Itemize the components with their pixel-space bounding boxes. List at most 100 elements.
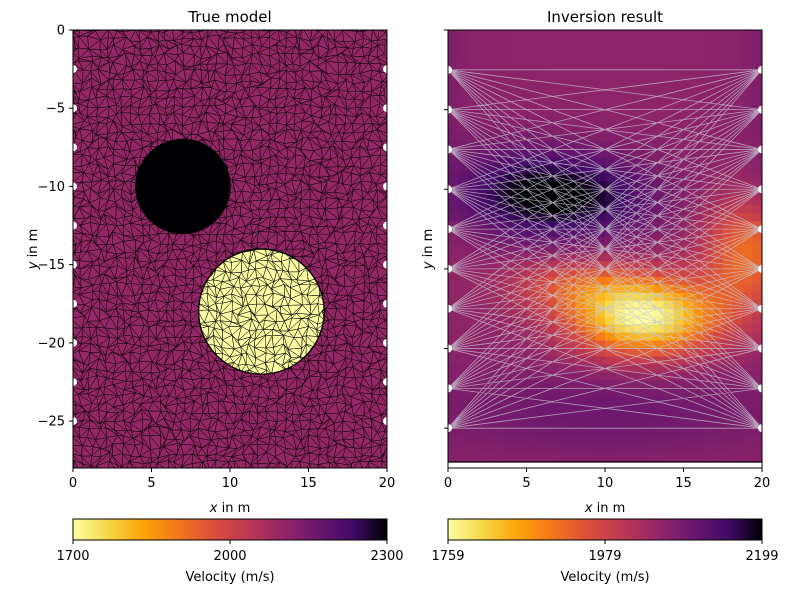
inversion-result-cell bbox=[565, 444, 577, 453]
inversion-result-cell bbox=[487, 69, 498, 79]
inversion-result-cell bbox=[673, 237, 685, 246]
true-model-colorbar-ticks: 1700 2000 2300 bbox=[56, 540, 404, 564]
inversion-result-cell bbox=[624, 340, 636, 350]
inversion-result-cell bbox=[497, 149, 508, 159]
inversion-result-cell bbox=[546, 30, 557, 39]
inversion-result-cell bbox=[654, 77, 665, 87]
inversion-result-cell bbox=[448, 77, 459, 87]
inversion-result-cell bbox=[457, 173, 469, 182]
inversion-result-cell bbox=[752, 133, 762, 143]
inversion-result-cell bbox=[595, 109, 606, 119]
inversion-result-cell bbox=[506, 173, 518, 182]
inversion-result-cell bbox=[516, 53, 528, 63]
inversion-result-cell bbox=[614, 197, 626, 206]
inversion-result-cell bbox=[595, 348, 606, 358]
inversion-result-cell bbox=[575, 53, 586, 63]
inversion-result-cell bbox=[712, 189, 724, 198]
inversion-result-cell bbox=[663, 356, 675, 366]
inversion-result-cell bbox=[575, 364, 586, 374]
inversion-result-cell bbox=[506, 388, 518, 397]
inversion-result-cell bbox=[457, 388, 469, 397]
inversion-result-cell bbox=[467, 292, 479, 302]
inversion-result-cell bbox=[654, 37, 665, 47]
inversion-result-cell bbox=[663, 181, 675, 190]
inversion-result-cell bbox=[693, 292, 704, 302]
inversion-result-cell bbox=[624, 460, 636, 462]
inversion-result-cell bbox=[467, 348, 479, 358]
inversion-result-cell bbox=[585, 53, 596, 63]
inversion-result-cell bbox=[624, 284, 636, 294]
inversion-result-cell bbox=[722, 380, 734, 389]
inversion-result-cell bbox=[722, 101, 734, 111]
inversion-result-cell bbox=[555, 380, 567, 389]
inversion-result-cell bbox=[516, 396, 528, 405]
inversion-result-cell bbox=[634, 93, 645, 103]
inversion-result-cell bbox=[516, 77, 528, 87]
inversion-result-cell bbox=[546, 364, 557, 374]
inversion-result-cell bbox=[732, 428, 743, 437]
inversion-result-cell bbox=[752, 404, 762, 413]
inversion-result-cell bbox=[614, 37, 626, 47]
inversion-result-cell bbox=[703, 109, 714, 119]
inversion-result-cell bbox=[467, 412, 479, 421]
inversion-result-cell bbox=[644, 380, 655, 389]
inversion-result-cell bbox=[546, 37, 557, 47]
inversion-result-cell bbox=[555, 452, 567, 461]
inversion-result-cell bbox=[448, 316, 459, 326]
inversion-result-cell bbox=[644, 197, 655, 206]
inversion-result-cell bbox=[624, 125, 636, 135]
inversion-result-cell bbox=[722, 85, 734, 95]
inversion-result-cell bbox=[477, 133, 488, 143]
inversion-result-cell bbox=[732, 30, 743, 39]
inversion-result-cell bbox=[546, 444, 557, 453]
inversion-result-cell bbox=[467, 53, 479, 63]
inversion-result-cell bbox=[722, 221, 734, 230]
inversion-result-cell bbox=[457, 205, 469, 214]
inversion-result-cell bbox=[712, 45, 724, 55]
inversion-result-colorbar-tick-label: 1759 bbox=[431, 549, 464, 564]
inversion-result-cell bbox=[555, 85, 567, 95]
inversion-result-cell bbox=[693, 30, 704, 39]
inversion-result-cell bbox=[477, 372, 488, 381]
inversion-result-cell bbox=[487, 45, 498, 55]
inversion-result-cell bbox=[614, 308, 626, 318]
inversion-result-cell bbox=[457, 37, 469, 47]
inversion-result-cell bbox=[732, 372, 743, 381]
inversion-result-cell bbox=[673, 444, 685, 453]
inversion-result-cell bbox=[585, 308, 596, 318]
true-model-x-label-var: x bbox=[209, 501, 218, 516]
inversion-result-cell bbox=[555, 77, 567, 87]
inversion-result-cell bbox=[487, 30, 498, 39]
inversion-result-cell bbox=[516, 380, 528, 389]
inversion-result-cell bbox=[575, 452, 586, 461]
inversion-result-cell bbox=[506, 268, 518, 278]
inversion-result-cell bbox=[448, 372, 459, 381]
inversion-result-cell bbox=[673, 45, 685, 55]
inversion-result-cell bbox=[506, 428, 518, 437]
inversion-result-cell bbox=[732, 125, 743, 135]
inversion-result-cell bbox=[722, 197, 734, 206]
inversion-result-cell bbox=[732, 324, 743, 334]
inversion-result-cell bbox=[605, 37, 616, 47]
inversion-result-cell bbox=[595, 332, 606, 342]
inversion-result-cell bbox=[673, 85, 685, 95]
inversion-result-cell bbox=[732, 460, 743, 462]
inversion-result-cell bbox=[605, 316, 616, 326]
inversion-result-cell bbox=[644, 30, 655, 39]
inversion-result-cell bbox=[546, 77, 557, 87]
inversion-result-cell bbox=[565, 245, 577, 254]
inversion-result-cell bbox=[555, 149, 567, 159]
inversion-result-cell bbox=[497, 388, 508, 397]
inversion-result-cell bbox=[605, 173, 616, 182]
inversion-result-cell bbox=[722, 364, 734, 374]
inversion-result-cell bbox=[585, 444, 596, 453]
inversion-result-cell bbox=[467, 181, 479, 190]
inversion-result-cell bbox=[555, 245, 567, 254]
inversion-result-cell bbox=[703, 372, 714, 381]
inversion-result-cell bbox=[644, 324, 655, 334]
inversion-result-cell bbox=[506, 229, 518, 238]
inversion-result-cell bbox=[595, 30, 606, 39]
inversion-result-cell bbox=[654, 436, 665, 445]
inversion-result-cell bbox=[585, 117, 596, 127]
inversion-result-cell bbox=[477, 77, 488, 87]
